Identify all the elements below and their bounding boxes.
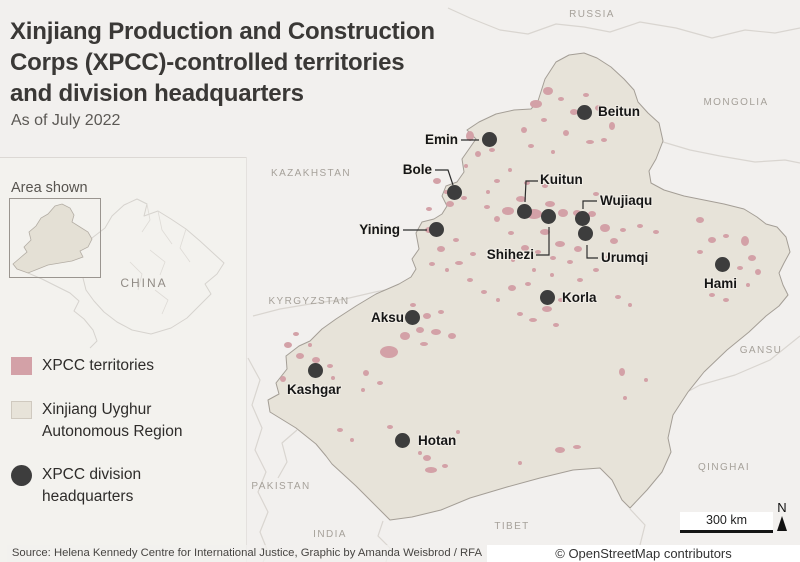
city-label-shihezi: Shihezi: [486, 247, 534, 262]
page-title: Xinjiang Production and Construction Cor…: [10, 16, 435, 109]
city-label-korla: Korla: [562, 290, 597, 305]
legend-label: XPCC territories: [42, 357, 154, 374]
headquarters-swatch: [11, 465, 32, 486]
scale-bar-label: 300 km: [706, 513, 747, 527]
city-label-bole: Bole: [402, 162, 432, 177]
xpcc-territories: [280, 87, 761, 473]
autonomous-region-swatch: [11, 401, 32, 419]
north-arrow: N: [772, 501, 792, 531]
legend-item-xpcc-territories: XPCC territories: [11, 355, 154, 377]
city-dot-kashgar: [308, 363, 323, 378]
inset-map: [9, 198, 225, 349]
region-label-pakistan: PAKISTAN: [251, 481, 311, 492]
north-arrow-icon: [777, 516, 787, 531]
title-line-3: and division headquarters: [10, 80, 304, 107]
xinjiang-region: [267, 52, 791, 521]
region-label-kyrgyzstan: KYRGYZSTAN: [268, 296, 350, 307]
osm-attribution: © OpenStreetMap contributors: [487, 545, 800, 562]
city-label-emin: Emin: [424, 132, 458, 147]
scale-bar: 300 km: [680, 512, 773, 533]
leader-lines: [403, 139, 598, 259]
city-label-yining: Yining: [359, 222, 400, 237]
city-dot-yining: [429, 222, 444, 237]
title-line-2: Corps (XPCC)-controlled territories: [10, 49, 405, 76]
city-label-beitun: Beitun: [598, 104, 640, 119]
inset-china-label: CHINA: [120, 276, 168, 290]
region-label-russia: RUSSIA: [569, 9, 615, 20]
region-label-india: INDIA: [313, 529, 347, 540]
city-dot-bole: [447, 185, 462, 200]
inset-area-box: [9, 198, 101, 278]
region-label-mongolia: MONGOLIA: [703, 97, 769, 108]
subtitle-date: As of July 2022: [11, 112, 121, 129]
city-dot-emin: [482, 132, 497, 147]
source-credit: Source: Helena Kennedy Centre for Intern…: [6, 545, 487, 562]
city-dot-beitun: [577, 105, 592, 120]
city-dot-shihezi: [541, 209, 556, 224]
city-label-urumqi: Urumqi: [601, 250, 649, 265]
city-dot-kuitun: [517, 204, 532, 219]
city-dot-hotan: [395, 433, 410, 448]
city-dot-aksu: [405, 310, 420, 325]
city-label-hotan: Hotan: [418, 433, 457, 448]
title-line-1: Xinjiang Production and Construction: [10, 18, 435, 45]
legend-label: XPCC division headquarters: [42, 466, 142, 505]
legend-item-autonomous-region: Xinjiang Uyghur Autonomous Region: [11, 399, 220, 443]
region-label-qinghai: QINGHAI: [697, 462, 751, 473]
north-label: N: [777, 500, 787, 515]
city-label-kuitun: Kuitun: [540, 172, 583, 187]
city-label-wujiaqu: Wujiaqu: [600, 193, 653, 208]
region-label-tibet: TIBET: [494, 521, 530, 532]
legend-label: Xinjiang Uyghur Autonomous Region: [42, 401, 183, 440]
region-label-kazakhstan: KAZAKHSTAN: [271, 168, 351, 179]
city-label-hami: Hami: [704, 276, 738, 291]
city-dot-korla: [540, 290, 555, 305]
country-borders: [247, 7, 800, 562]
city-label-kashgar: Kashgar: [287, 382, 342, 397]
city-label-aksu: Aksu: [370, 310, 404, 325]
region-label-gansu: GANSU: [739, 345, 783, 356]
city-dot-hami: [715, 257, 730, 272]
legend-item-division-headquarters: XPCC division headquarters: [11, 464, 220, 508]
xpcc-territories-swatch: [11, 357, 32, 375]
city-dot-wujiaqu: [575, 211, 590, 226]
inset-area-shown-label: Area shown: [11, 180, 88, 196]
city-dot-urumqi: [578, 226, 593, 241]
inset-xinjiang-shape: [12, 203, 93, 274]
